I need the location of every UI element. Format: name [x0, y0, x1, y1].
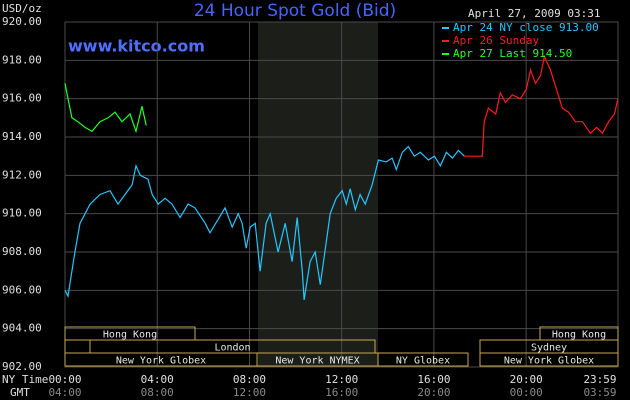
chart-title: 24 Hour Spot Gold (Bid)	[194, 1, 396, 21]
y-tick-label: 914.00	[2, 130, 42, 143]
x-tick-label: 04:00	[141, 373, 174, 386]
session-label: Hong Kong	[103, 330, 157, 341]
session-label: London	[214, 343, 250, 354]
y-tick-label: 906.00	[2, 283, 42, 296]
session-label: Hong Kong	[552, 330, 606, 341]
session-label: New York Globex	[504, 356, 594, 367]
price-line	[64, 83, 147, 134]
session-label: Sydney	[531, 343, 567, 354]
nymex-shade	[258, 22, 378, 367]
y-tick-label: 918.00	[2, 53, 42, 66]
x-tick-label: 08:00	[233, 373, 266, 386]
x2-tick-label: 12:00	[233, 386, 266, 399]
session-box	[479, 352, 619, 367]
legend-label: Apr 27 Last 914.50	[453, 47, 572, 60]
x-tick-label: 23:59	[583, 373, 616, 386]
plot-frame	[64, 21, 619, 368]
x2-tick-label: 00:00	[510, 386, 543, 399]
y-tick-label: 912.00	[2, 168, 42, 181]
legend-label: Apr 24 NY close 913.00	[453, 21, 599, 34]
price-line	[464, 54, 619, 157]
y-tick-label: 902.00	[2, 360, 42, 373]
price-line	[64, 145, 465, 300]
x2-tick-label: 08:00	[141, 386, 174, 399]
y-tick-label: 908.00	[2, 245, 42, 258]
legend-label: Apr 26 Sunday	[453, 34, 539, 47]
session-box	[377, 352, 469, 367]
session-label: New York NYMEX	[275, 356, 359, 367]
watermark: www.kitco.com	[68, 37, 205, 56]
x-tick-label: 00:00	[48, 373, 81, 386]
session-label: NY Globex	[396, 356, 450, 367]
x2-tick-label: 16:00	[325, 386, 358, 399]
y-tick-label: 920.00	[2, 15, 42, 28]
x2-tick-label: 04:00	[48, 386, 81, 399]
timestamp: April 27, 2009 03:31	[468, 7, 600, 20]
y-tick-label: 904.00	[2, 322, 42, 335]
session-label: New York Globex	[116, 356, 206, 367]
x-label: NY Time	[2, 373, 48, 386]
x-tick-label: 12:00	[325, 373, 358, 386]
y-unit: USD/oz	[2, 2, 42, 15]
x2-tick-label: 03:59	[583, 386, 616, 399]
y-tick-label: 910.00	[2, 207, 42, 220]
x-tick-label: 16:00	[417, 373, 450, 386]
x-tick-label: 20:00	[510, 373, 543, 386]
x2-tick-label: 20:00	[417, 386, 450, 399]
y-tick-label: 916.00	[2, 92, 42, 105]
x2-label: GMT	[10, 386, 30, 399]
